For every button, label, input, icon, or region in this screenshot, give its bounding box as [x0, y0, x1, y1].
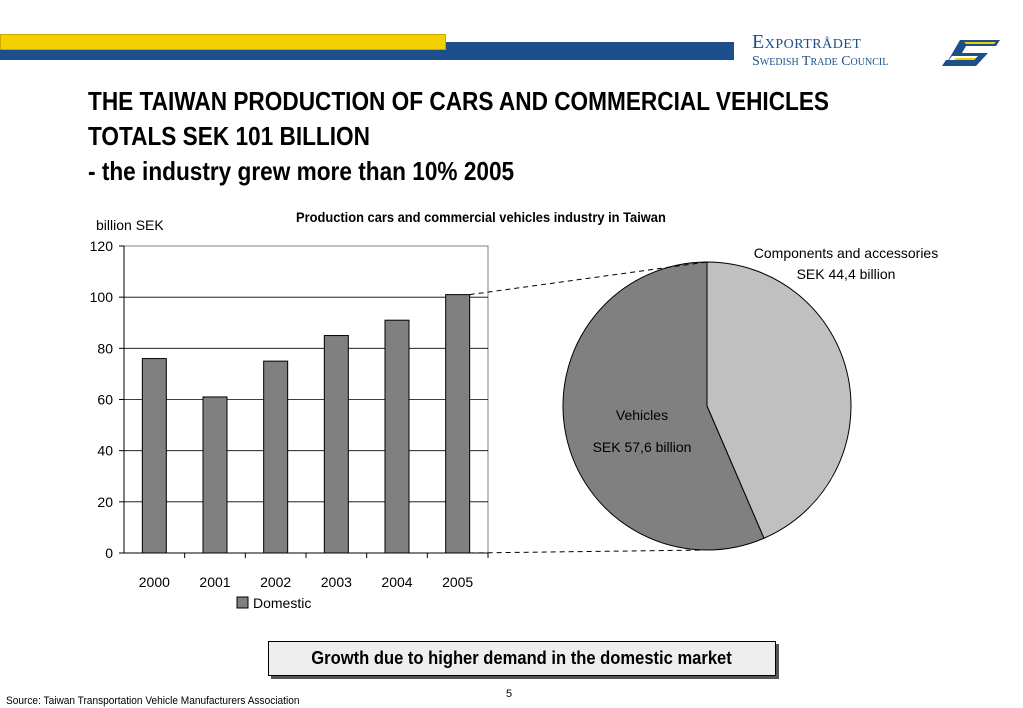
brand-name-line2: Swedish Trade Council — [752, 54, 889, 69]
x-tick-label: 2003 — [321, 574, 352, 590]
callout-box: Growth due to higher demand in the domes… — [268, 641, 776, 676]
pie-value-vehicles: SEK 57,6 billion — [593, 439, 692, 455]
x-tick-label: 2000 — [139, 574, 170, 590]
y-tick-label: 20 — [97, 494, 113, 510]
brand-name-line1: Exportrådet — [752, 31, 862, 53]
x-tick-label: 2005 — [442, 574, 473, 590]
bar-2005 — [445, 294, 471, 554]
header-blue-stripe — [0, 50, 446, 60]
bar-2004 — [384, 319, 410, 554]
y-tick-label: 100 — [90, 289, 114, 305]
chart-title: Production cars and commercial vehicles … — [296, 209, 666, 225]
slide-title-line3: - the industry grew more than 10% 2005 — [88, 156, 515, 186]
y-tick-label: 40 — [97, 443, 113, 459]
y-tick-label: 0 — [105, 545, 113, 561]
connector-bottom — [469, 549, 708, 554]
x-tick-label: 2004 — [381, 574, 412, 590]
header-yellow-stripe — [0, 34, 446, 50]
brand-name: Exportrådet Swedish Trade Council — [752, 32, 888, 69]
legend-swatch — [236, 596, 249, 609]
legend-label: Domestic — [253, 595, 311, 611]
bar-2001 — [202, 396, 228, 554]
pie-value-components: SEK 44,4 billion — [797, 266, 896, 282]
y-tick-label: 80 — [97, 340, 113, 356]
pie-slice-1 — [562, 261, 765, 551]
bar-2002 — [263, 360, 289, 554]
pie-label-components: Components and accessories — [754, 245, 938, 261]
bar-2000 — [141, 358, 167, 554]
y-axis-label: billion SEK — [96, 217, 164, 233]
pie-slice-0 — [706, 261, 852, 539]
header-blue-band — [446, 42, 734, 60]
connector-top — [469, 261, 708, 296]
page-number: 5 — [506, 688, 513, 700]
y-tick-label: 60 — [97, 392, 113, 408]
pie-label-vehicles: Vehicles — [616, 407, 668, 423]
source-note: Source: Taiwan Transportation Vehicle Ma… — [6, 695, 300, 707]
y-tick-label: 120 — [90, 238, 114, 254]
x-tick-label: 2002 — [260, 574, 291, 590]
slide-title-line1: THE TAIWAN PRODUCTION OF CARS AND COMMER… — [88, 86, 830, 116]
bar-2003 — [323, 335, 349, 554]
x-tick-label: 2001 — [199, 574, 230, 590]
slide-title-line2: TOTALS SEK 101 BILLION — [88, 121, 370, 151]
exportradet-s-logo-icon — [942, 40, 1000, 66]
slide-title: THE TAIWAN PRODUCTION OF CARS AND COMMER… — [88, 84, 829, 189]
callout-text: Growth due to higher demand in the domes… — [311, 648, 733, 668]
